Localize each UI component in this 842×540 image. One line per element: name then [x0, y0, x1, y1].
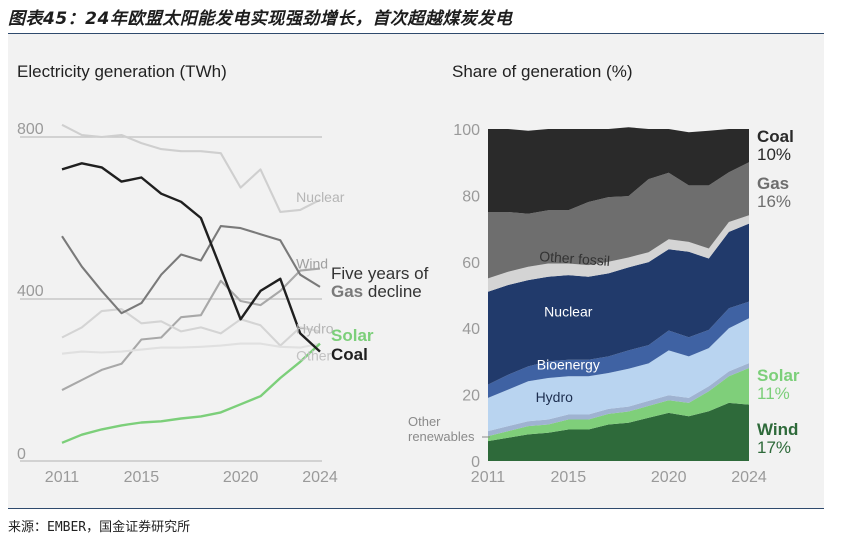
right-end-label-solar: Solar	[757, 366, 800, 385]
area-label-other-fossil: Other fossil	[539, 248, 611, 269]
bottom-rule	[8, 508, 824, 509]
right-end-label-gas: Gas	[757, 174, 789, 193]
gas-annotation-gas: Gas	[331, 282, 363, 301]
left-chart-title: Electricity generation (TWh)	[17, 62, 227, 81]
line-other	[61, 342, 321, 355]
area-solar	[488, 368, 749, 442]
area-label-hydro: Hydro	[536, 389, 574, 405]
left-xtick-2011: 2011	[45, 469, 80, 486]
line-label-wind: Wind	[296, 256, 328, 272]
right-xtick-2015: 2015	[551, 469, 587, 486]
right-end-pct-gas: 16%	[757, 192, 791, 211]
right-ytick-40: 40	[462, 321, 480, 338]
area-label-nuclear: Nuclear	[544, 304, 593, 320]
line-nuclear	[61, 123, 321, 213]
right-end-pct-coal: 10%	[757, 145, 791, 164]
left-xtick-2015: 2015	[124, 469, 160, 486]
right-ytick-0: 0	[471, 454, 480, 471]
figure-title: 图表45：24年欧盟太阳能发电实现强劲增长，首次超越煤炭发电	[8, 9, 513, 29]
area-bioenergy	[488, 301, 749, 398]
line-coal	[61, 162, 321, 353]
right-end-label-coal: Coal	[757, 127, 794, 146]
gas-annotation-line2: Gas decline	[331, 282, 422, 301]
other-renewables-label-line1: Other	[408, 414, 441, 429]
left-ytick-800: 800	[17, 121, 44, 138]
gas-annotation-line1: Five years of	[331, 264, 429, 283]
line-label-other: Other	[296, 348, 331, 364]
line-label-hydro: Hydro	[296, 320, 334, 336]
right-xtick-2024: 2024	[731, 469, 767, 486]
right-xtick-2020: 2020	[651, 469, 687, 486]
other-renewables-label-line2: renewables	[408, 429, 475, 444]
right-xtick-2011: 2011	[471, 469, 506, 486]
right-ytick-60: 60	[462, 255, 480, 272]
area-other-renewables	[488, 363, 749, 437]
line-hydro	[61, 308, 321, 347]
line-solar	[61, 342, 321, 444]
right-ytick-20: 20	[462, 388, 480, 405]
right-chart-title: Share of generation (%)	[452, 62, 633, 81]
area-nuclear	[488, 223, 749, 385]
area-other-fossil	[488, 215, 749, 292]
area-gas	[488, 162, 749, 279]
right-end-pct-wind: 17%	[757, 438, 791, 457]
area-label-bioenergy: Bioenergy	[537, 357, 600, 373]
top-rule	[8, 33, 824, 34]
area-hydro	[488, 318, 749, 432]
line-gas	[61, 225, 321, 315]
left-panel	[8, 34, 412, 508]
left-xtick-2020: 2020	[223, 469, 259, 486]
source-note: 来源：EMBER，国金证券研究所	[8, 520, 191, 535]
line-wind	[61, 267, 321, 392]
left-end-label-coal: Coal	[331, 345, 368, 364]
gas-annotation-decline: decline	[363, 282, 422, 301]
right-end-pct-solar: 11%	[757, 384, 790, 403]
line-label-nuclear: Nuclear	[296, 189, 345, 205]
area-coal	[488, 127, 749, 214]
left-end-label-solar: Solar	[331, 326, 374, 345]
right-ytick-80: 80	[462, 188, 480, 205]
right-end-label-wind: Wind	[757, 420, 798, 439]
area-wind	[488, 402, 749, 461]
left-xtick-2024: 2024	[302, 469, 338, 486]
left-ytick-400: 400	[17, 283, 44, 300]
right-ytick-100: 100	[453, 122, 480, 139]
left-ytick-0: 0	[17, 446, 26, 463]
